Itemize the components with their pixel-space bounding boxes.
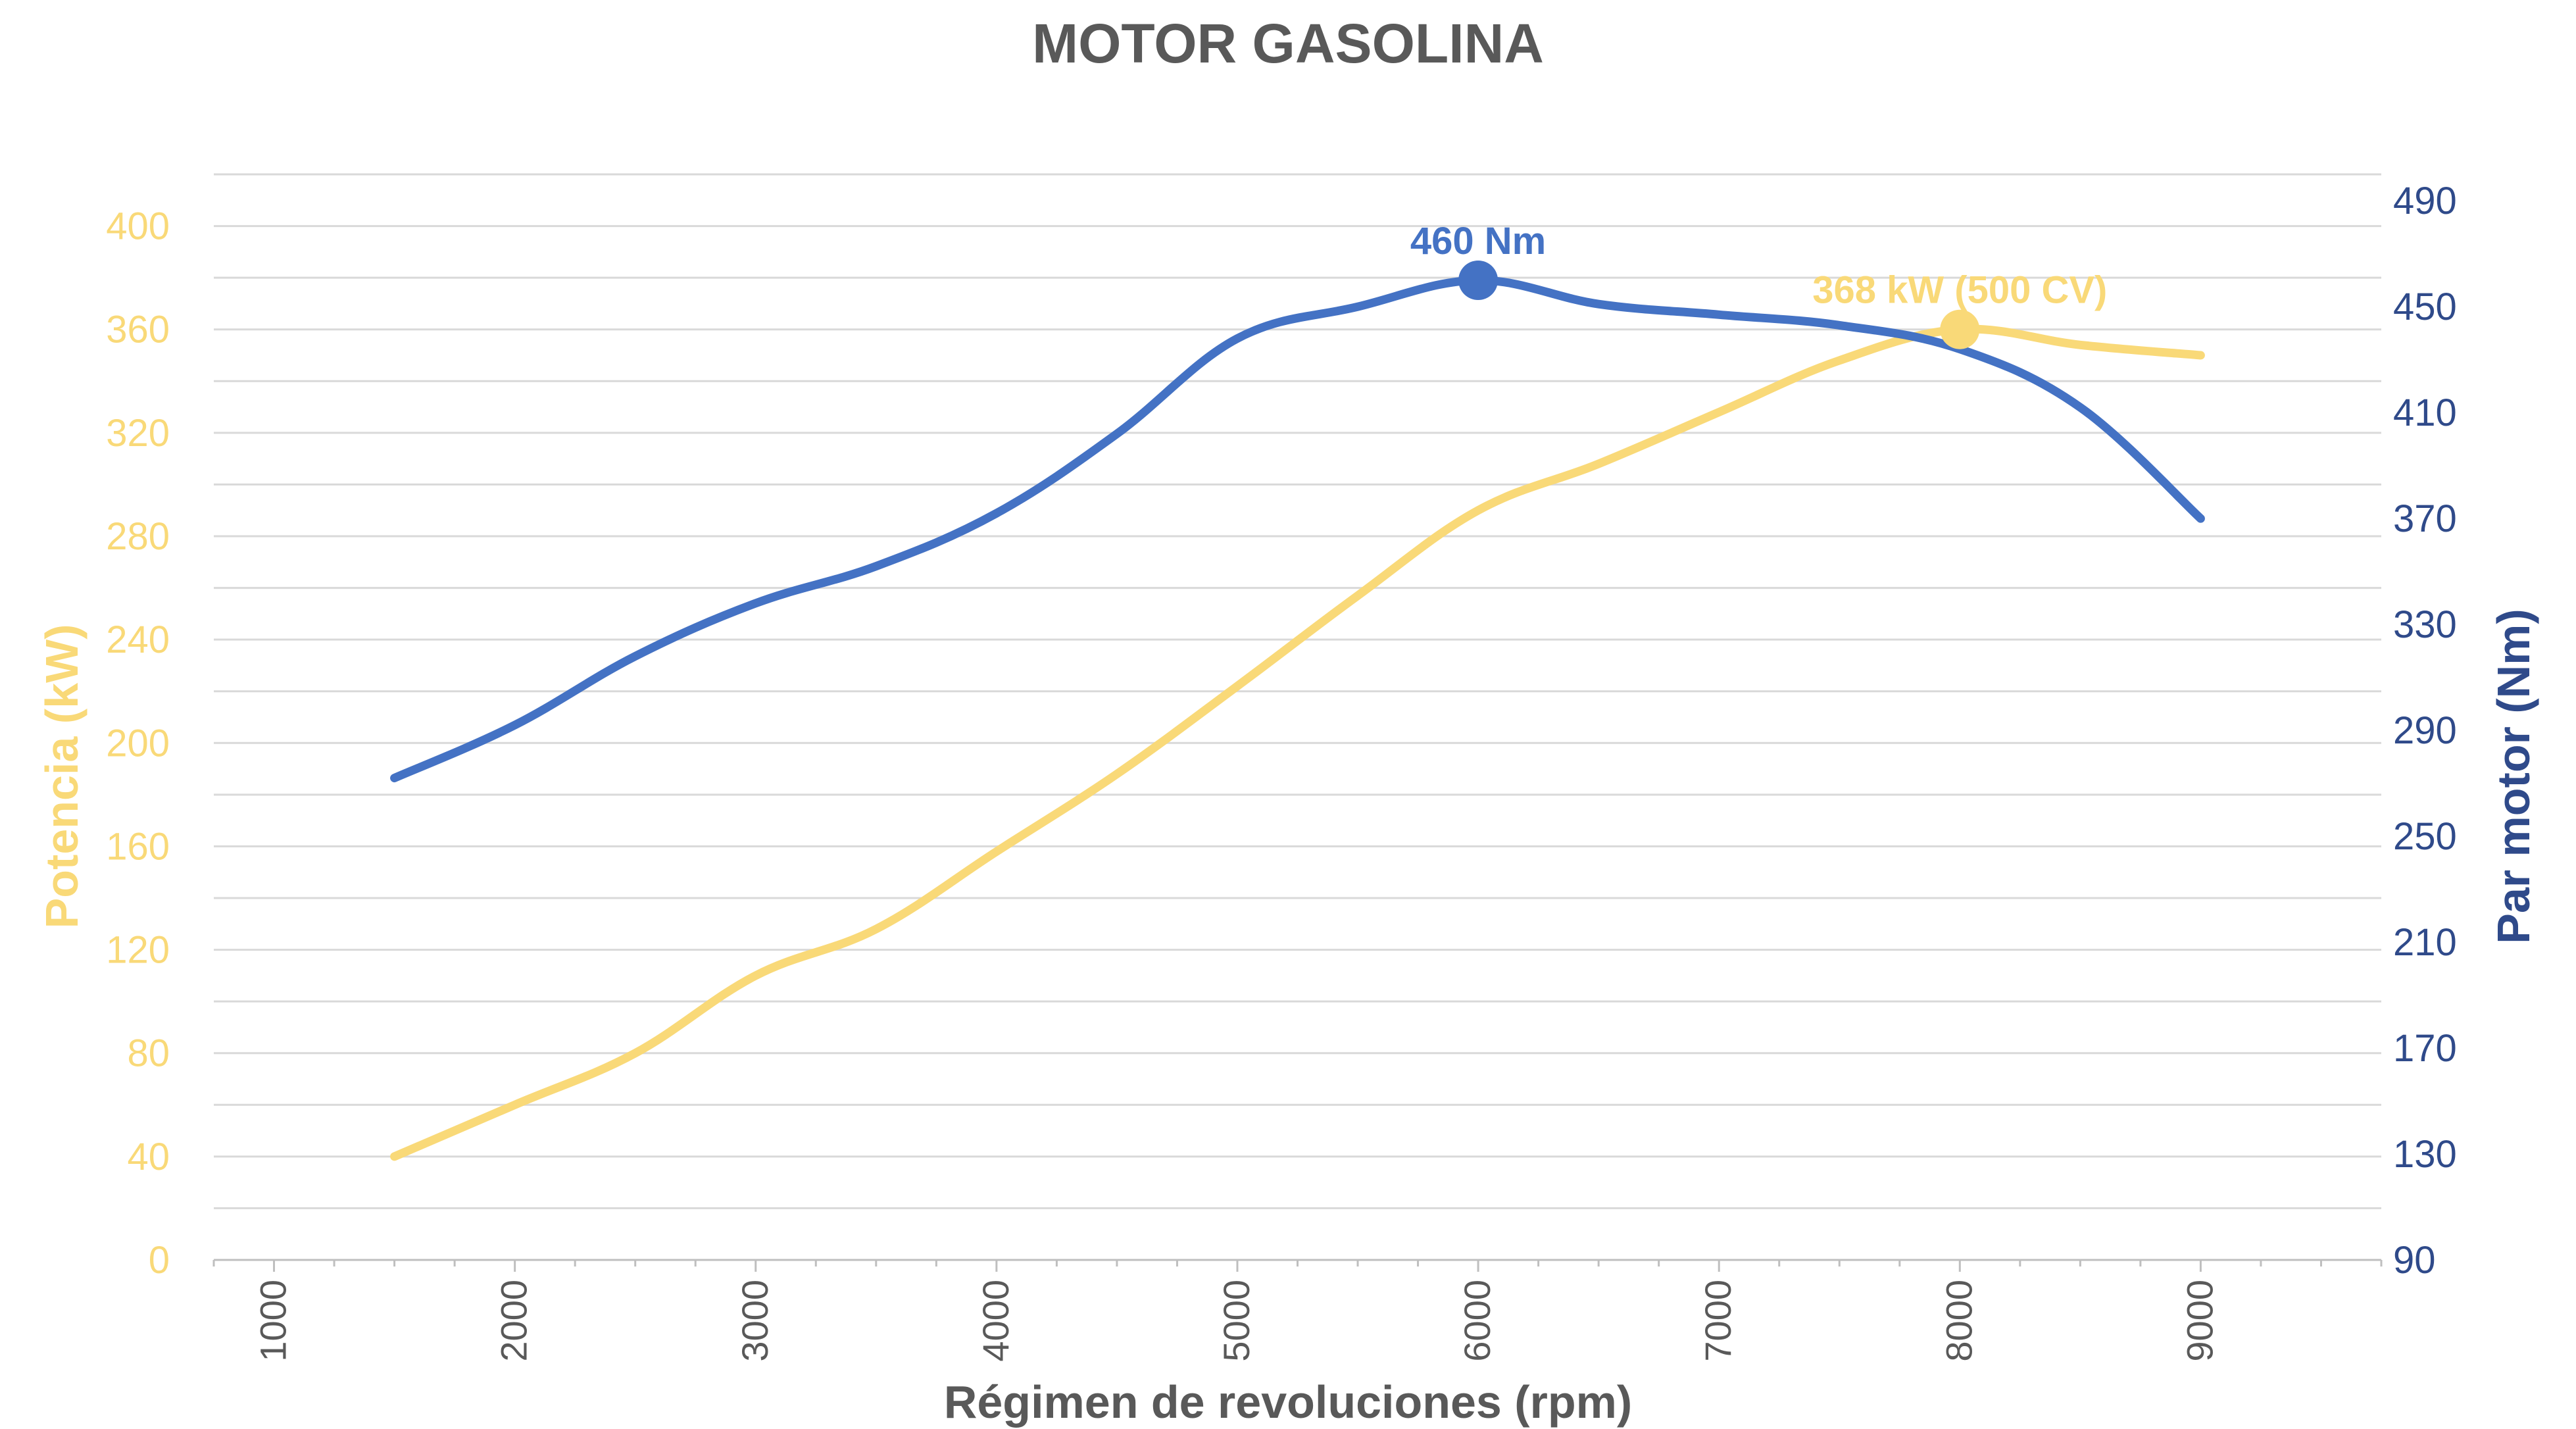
- power-peak-label: 368 kW (500 CV): [1812, 269, 2107, 312]
- y-right-tick-label: 490: [2393, 180, 2457, 222]
- torque-series-line: [390, 276, 2205, 783]
- y-left-tick-label: 0: [149, 1239, 170, 1282]
- right-axis-ticks: 90 130 170 210 250 290 330 370 410 450 490: [2393, 180, 2457, 1282]
- y-axis-left-label: Potencia (kW): [36, 624, 87, 929]
- x-tick-label: 2000: [493, 1280, 535, 1362]
- y-right-tick-label: 290: [2393, 709, 2457, 752]
- y-axis-right-label: Par motor (Nm): [2488, 609, 2539, 943]
- y-right-tick-label: 210: [2393, 921, 2457, 964]
- power-series-line: [390, 324, 2205, 1161]
- y-right-tick-label: 130: [2393, 1133, 2457, 1176]
- y-right-tick-label: 330: [2393, 603, 2457, 646]
- chart-title: MOTOR GASOLINA: [1032, 13, 1544, 74]
- y-right-tick-label: 250: [2393, 815, 2457, 858]
- x-tick-label: 4000: [975, 1280, 1016, 1362]
- grid-lines: [214, 173, 2381, 1209]
- x-axis-label: Régimen de revoluciones (rpm): [944, 1376, 1632, 1428]
- y-left-tick-label: 40: [127, 1136, 170, 1178]
- y-right-tick-label: 370: [2393, 497, 2457, 540]
- annotations: 460 Nm 368 kW (500 CV): [1410, 220, 2107, 349]
- torque-peak-marker: [1458, 260, 1499, 300]
- y-left-tick-label: 280: [106, 515, 170, 558]
- left-axis-ticks: 0 40 80 120 160 200 240 280 320 360 400: [106, 205, 170, 1282]
- x-tick-label: 5000: [1216, 1280, 1257, 1362]
- y-right-tick-label: 170: [2393, 1027, 2457, 1070]
- y-left-tick-label: 120: [106, 929, 170, 972]
- y-left-tick-label: 80: [127, 1032, 170, 1075]
- y-right-tick-label: 410: [2393, 391, 2457, 434]
- x-tick-label: 7000: [1697, 1280, 1739, 1362]
- power-peak-marker: [1940, 309, 1980, 349]
- x-axis-ticks: 1000 2000 3000 4000 5000 6000 7000 8000 9000: [253, 1280, 2221, 1362]
- y-right-tick-label: 90: [2393, 1239, 2436, 1282]
- torque-peak-label: 460 Nm: [1410, 220, 1546, 263]
- y-right-tick-label: 450: [2393, 286, 2457, 328]
- x-tick-label: 9000: [2179, 1280, 2220, 1362]
- y-left-tick-label: 400: [106, 205, 170, 248]
- x-tick-label: 3000: [734, 1280, 776, 1362]
- y-left-tick-label: 160: [106, 825, 170, 868]
- x-tick-label: 8000: [1938, 1280, 1979, 1362]
- y-left-tick-label: 240: [106, 618, 170, 661]
- series-lines: [390, 276, 2205, 1161]
- x-axis: [212, 1259, 2383, 1272]
- x-tick-label: 1000: [253, 1280, 294, 1362]
- x-tick-label: 6000: [1456, 1280, 1498, 1362]
- y-left-tick-label: 200: [106, 722, 170, 765]
- y-left-tick-label: 360: [106, 309, 170, 351]
- y-left-tick-label: 320: [106, 412, 170, 455]
